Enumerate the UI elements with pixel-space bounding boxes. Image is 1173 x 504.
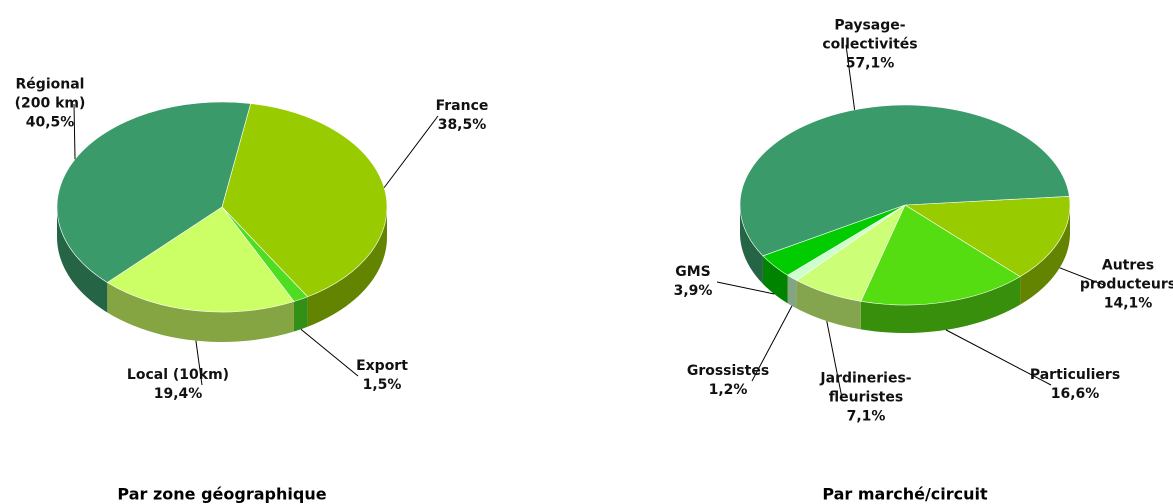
slice-side [762, 255, 788, 304]
slice-side [860, 276, 1021, 333]
slice-side [57, 207, 108, 313]
value-label: 14,1% [1103, 295, 1153, 312]
leader-line [826, 320, 843, 399]
slice-side [796, 280, 861, 330]
slice-label: Export 1,5% [356, 357, 408, 395]
leader-line [945, 329, 1052, 386]
leader-line [1059, 267, 1105, 286]
value-label: 57,1% [845, 55, 895, 72]
slice-side [740, 205, 763, 284]
slice-label: Paysage- collectivités 57,1% [822, 17, 917, 74]
slice [860, 204, 1021, 306]
value-label: 40,5% [25, 114, 75, 131]
leader-line [195, 340, 203, 386]
category-label: Paysage- collectivités [822, 17, 918, 53]
category-label: Particuliers [1029, 367, 1121, 383]
slice-label: Local (10km) 19,4% [127, 366, 229, 404]
leader-line [845, 44, 856, 110]
chart-title: Par zone géographique [117, 484, 327, 504]
slice [904, 195, 1071, 277]
leader-line [751, 305, 793, 382]
slice [106, 206, 295, 313]
category-label: Grossistes [686, 363, 770, 379]
category-label: Autres producteurs [1079, 257, 1173, 293]
slice-label: GMS 3,9% [674, 263, 713, 301]
slice-side [1020, 205, 1070, 305]
leader-line [383, 115, 439, 188]
slice-side [307, 207, 387, 327]
value-label: 38,5% [437, 117, 487, 133]
value-label: 1,2% [708, 382, 748, 398]
category-label: France [435, 98, 489, 114]
value-label: 3,9% [673, 283, 713, 299]
chart-title: Par marché/circuit [822, 484, 988, 504]
value-label: 7,1% [846, 408, 886, 425]
slice-label: Grossistes 1,2% [687, 362, 769, 400]
category-label: Jardineries- fleuristes [820, 370, 912, 406]
value-label: 16,6% [1050, 386, 1100, 402]
slice-label: France 38,5% [436, 97, 489, 135]
category-label: Régional (200 km) [14, 76, 86, 112]
slice-label: Autres producteurs 14,1% [1080, 257, 1173, 314]
value-label: 19,4% [153, 386, 203, 402]
category-label: GMS [675, 264, 711, 280]
slice-side [293, 296, 308, 332]
slice-label: Particuliers 16,6% [1030, 366, 1120, 404]
slice-side [787, 275, 797, 309]
category-label: Local (10km) [126, 367, 230, 383]
slice-label: Régional (200 km) 40,5% [15, 76, 86, 133]
leader-line [300, 328, 359, 377]
slice-label: Jardineries- fleuristes 7,1% [820, 370, 911, 427]
leader-line [716, 281, 775, 295]
value-label: 1,5% [362, 377, 402, 393]
category-label: Export [356, 358, 408, 374]
slice-side [107, 282, 294, 342]
leader-line [73, 103, 76, 160]
